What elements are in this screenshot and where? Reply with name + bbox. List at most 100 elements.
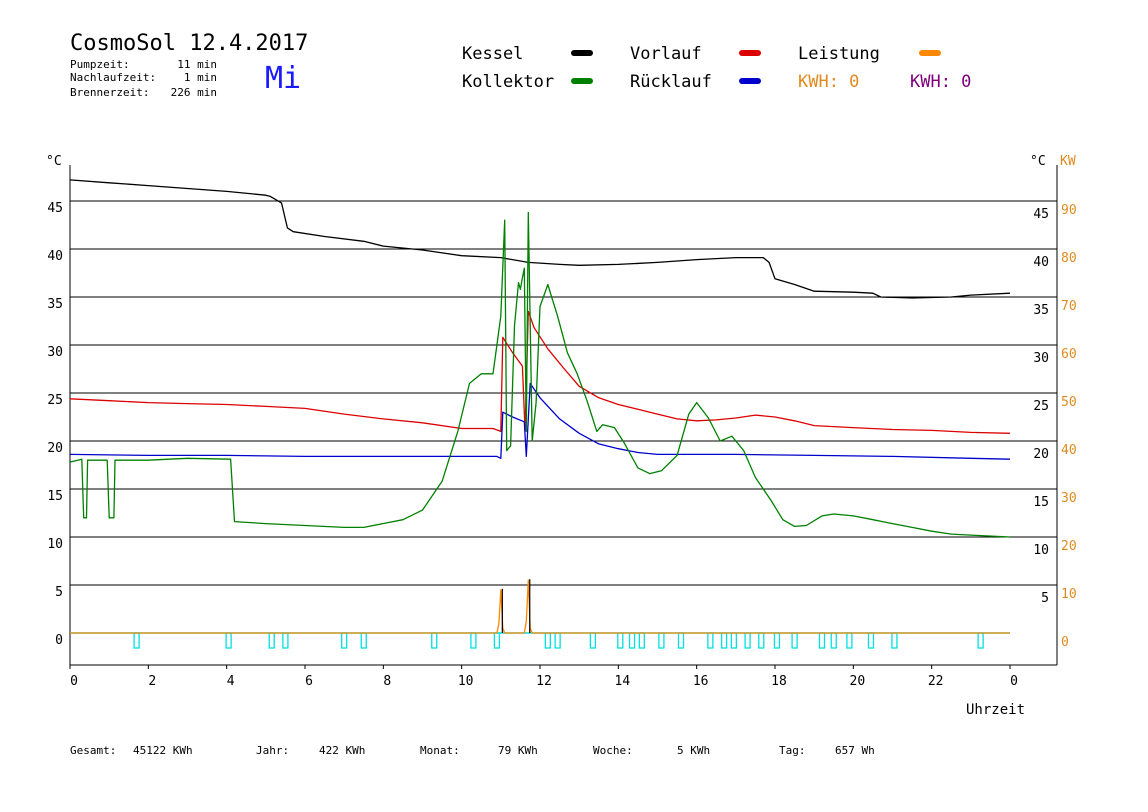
footer-label-tag: Tag: [779, 744, 806, 757]
y-left-tick-label: 25 [47, 393, 63, 408]
footer-label-woche: Woche: [593, 744, 633, 757]
pump-marker [707, 632, 714, 649]
x-tick-label: 0 [1010, 674, 1018, 689]
legend-label-kollektor: Kollektor [462, 72, 554, 92]
legend-swatch-ruecklauf [739, 78, 761, 84]
x-tick-label: 8 [383, 674, 391, 689]
y-right-tick-label: 5 [1041, 591, 1049, 606]
pump-marker [282, 632, 289, 649]
pump-marker [617, 632, 624, 649]
y-left-tick-label: 5 [55, 585, 63, 600]
y-left-tick-label: 0 [55, 633, 63, 648]
y-right-kw-tick-label: 70 [1061, 299, 1077, 314]
x-tick-label: 20 [850, 674, 866, 689]
x-tick-label: 0 [70, 674, 78, 689]
pump-marker [758, 632, 765, 649]
footer-totals: Gesamt: 45122 KWh Jahr: 422 KWh Monat: 7… [70, 744, 875, 757]
x-tick-label: 10 [458, 674, 474, 689]
x-tick-label: 4 [227, 674, 235, 689]
pump-marker [544, 632, 551, 649]
x-tick-label: 6 [305, 674, 313, 689]
y-left-tick-label: 45 [47, 201, 63, 216]
legend-swatch-kollektor [571, 78, 593, 84]
y-left-tick-label: 30 [47, 345, 63, 360]
pump-marker [341, 632, 348, 649]
x-tick-label: 14 [615, 674, 631, 689]
stat-value-brennerzeit: 226 min [171, 86, 217, 99]
stat-value-pumpzeit: 11 min [177, 58, 217, 71]
series-line-ruecklauf [69, 382, 1011, 460]
y-right-tick-label: 30 [1033, 351, 1049, 366]
x-tick-label: 12 [536, 674, 552, 689]
footer-value-tag: 657 Wh [835, 744, 875, 757]
pump-marker [818, 632, 826, 649]
legend-kwh-purple: KWH: 0 [910, 72, 971, 92]
series-line-kollektor [69, 211, 1011, 538]
x-tick-label: 2 [148, 674, 156, 689]
grid-lines [69, 165, 1058, 666]
axis-ticks: 0510152025303540455101520253035404501020… [47, 201, 1076, 689]
x-tick-label: 18 [771, 674, 787, 689]
pump-marker [891, 632, 898, 649]
pump-marker [720, 632, 728, 649]
header-stats: Pumpzeit: 11 min Nachlaufzeit: 1 min Bre… [70, 58, 217, 99]
pump-marker [133, 632, 140, 649]
y-right-unit: °C [1030, 154, 1046, 169]
legend-kwh-orange: KWH: 0 [798, 72, 859, 92]
y-right-tick-label: 45 [1033, 207, 1049, 222]
stat-label-brennerzeit: Brennerzeit: [70, 86, 149, 99]
legend-label-vorlauf: Vorlauf [630, 44, 702, 64]
weekday-label: Mi [265, 61, 301, 96]
pump-marker [977, 632, 984, 649]
y-left-tick-label: 40 [47, 249, 63, 264]
footer-value-gesamt: 45122 KWh [133, 744, 193, 757]
series-line-leistung [70, 579, 1010, 634]
footer-label-gesamt: Gesamt: [70, 744, 116, 757]
x-axis-label: Uhrzeit [966, 702, 1025, 718]
y-left-unit: °C [46, 154, 62, 169]
footer-label-monat: Monat: [420, 744, 460, 757]
y-right-kw-tick-label: 50 [1061, 395, 1077, 410]
pump-marker [360, 632, 367, 649]
legend: Kessel Vorlauf Leistung Kollektor Rückla… [462, 44, 971, 92]
stat-label-pumpzeit: Pumpzeit: [70, 58, 130, 71]
y-right-kw-tick-label: 80 [1061, 251, 1077, 266]
chart-title: CosmoSol 12.4.2017 [70, 31, 308, 56]
y-right-kw-tick-label: 30 [1061, 491, 1077, 506]
pump-marker [830, 632, 837, 649]
y-right-tick-label: 35 [1033, 303, 1049, 318]
y-left-tick-label: 20 [47, 441, 63, 456]
y-left-tick-label: 10 [47, 537, 63, 552]
y-right-kw-unit: KW [1060, 154, 1076, 169]
x-tick-label: 16 [693, 674, 709, 689]
pump-marker [773, 632, 781, 649]
legend-label-leistung: Leistung [798, 44, 880, 64]
legend-swatch-vorlauf [739, 50, 761, 56]
y-right-kw-tick-label: 0 [1061, 635, 1069, 650]
y-right-tick-label: 10 [1033, 543, 1049, 558]
pump-marker [589, 632, 597, 649]
stat-value-nachlaufzeit: 1 min [184, 71, 217, 84]
pump-marker [638, 632, 645, 649]
series-line-vorlauf [69, 310, 1011, 434]
y-right-kw-tick-label: 10 [1061, 587, 1077, 602]
y-right-tick-label: 20 [1033, 447, 1049, 462]
footer-value-woche: 5 KWh [677, 744, 710, 757]
plot-area [69, 179, 1011, 649]
y-right-kw-tick-label: 90 [1061, 203, 1077, 218]
pump-marker [867, 632, 875, 649]
pump-marker [493, 632, 501, 649]
series-line-kessel [69, 179, 1011, 299]
pump-marker [628, 632, 636, 649]
pump-marker [846, 632, 853, 649]
pump-marker [677, 632, 685, 649]
footer-value-jahr: 422 KWh [319, 744, 365, 757]
pump-marker [554, 632, 561, 649]
footer-label-jahr: Jahr: [256, 744, 289, 757]
legend-swatch-leistung [919, 50, 941, 56]
pump-marker [268, 632, 275, 649]
legend-swatch-kessel [571, 50, 593, 56]
y-right-tick-label: 15 [1033, 495, 1049, 510]
pump-marker [744, 632, 751, 649]
